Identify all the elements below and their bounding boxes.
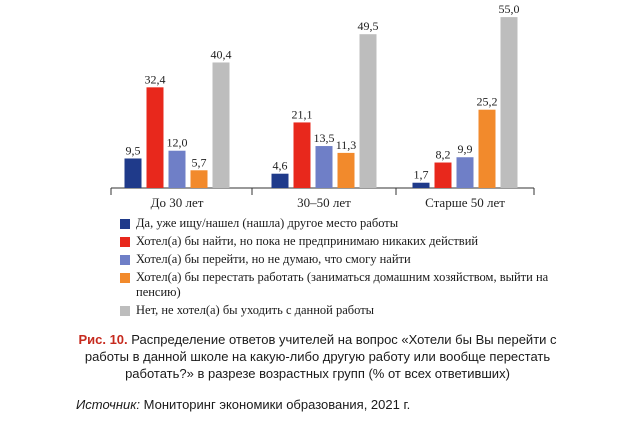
data-label: 49,5	[358, 19, 379, 33]
bar	[293, 122, 311, 188]
legend-swatch	[120, 306, 130, 316]
figure-label: Рис. 10.	[78, 332, 128, 347]
bar	[271, 173, 289, 188]
source-text: Мониторинг экономики образования, 2021 г…	[143, 397, 411, 412]
bar	[212, 62, 230, 188]
data-label: 13,5	[314, 131, 335, 145]
category-label: Старше 50 лет	[425, 195, 505, 210]
legend: Да, уже ищу/нашел (нашла) другое место р…	[120, 216, 560, 321]
data-label: 21,1	[292, 107, 313, 121]
bar	[190, 170, 208, 188]
legend-label: Хотел(а) бы найти, но пока не предприним…	[136, 234, 479, 248]
legend-item: Хотел(а) бы перейти, но не думаю, что см…	[120, 252, 560, 267]
legend-label: Хотел(а) бы перестать работать (занимать…	[136, 270, 549, 299]
bar	[478, 109, 496, 188]
source-label: Источник:	[76, 397, 140, 412]
data-label: 9,5	[126, 143, 141, 157]
bar-chart: 9,5 32,4 12,0 5,7 40,4 До 30 лет 4,6 21,113,5 11…	[110, 2, 535, 210]
legend-swatch	[120, 219, 130, 229]
data-label: 55,0	[499, 2, 520, 16]
bar	[412, 182, 430, 188]
legend-swatch	[120, 255, 130, 265]
bar	[146, 87, 164, 188]
legend-label: Да, уже ищу/нашел (нашла) другое место р…	[136, 216, 399, 230]
bar	[456, 157, 474, 188]
legend-swatch	[120, 273, 130, 283]
legend-label: Хотел(а) бы перейти, но не думаю, что см…	[136, 252, 411, 266]
data-label: 8,2	[436, 148, 451, 162]
legend-item: Хотел(а) бы перестать работать (занимать…	[120, 270, 560, 300]
data-label: 32,4	[145, 72, 166, 86]
category-label: До 30 лет	[151, 195, 204, 210]
data-label: 9,9	[458, 142, 473, 156]
bar	[434, 162, 452, 188]
data-label: 11,3	[336, 138, 357, 152]
data-label: 12,0	[167, 136, 188, 150]
legend-swatch	[120, 237, 130, 247]
caption-text: Распределение ответов учителей на вопрос…	[84, 332, 557, 381]
bar	[315, 146, 333, 188]
bar	[359, 34, 377, 189]
bar	[124, 158, 142, 188]
legend-label: Нет, не хотел(а) бы уходить с данной раб…	[136, 303, 375, 317]
data-label: 1,7	[414, 168, 429, 182]
data-label: 40,4	[211, 47, 232, 61]
bar	[168, 150, 186, 188]
legend-item: Да, уже ищу/нашел (нашла) другое место р…	[120, 216, 560, 231]
bar	[337, 152, 355, 188]
data-label: 5,7	[192, 155, 207, 169]
figure-caption: Рис. 10. Распределение ответов учителей …	[60, 331, 575, 382]
source-note: Источник: Мониторинг экономики образован…	[76, 397, 410, 412]
data-label: 4,6	[273, 159, 288, 173]
data-label: 25,2	[477, 95, 498, 109]
legend-item: Хотел(а) бы найти, но пока не предприним…	[120, 234, 560, 249]
category-label: 30–50 лет	[297, 195, 351, 210]
bar	[500, 17, 518, 188]
legend-item: Нет, не хотел(а) бы уходить с данной раб…	[120, 303, 560, 318]
